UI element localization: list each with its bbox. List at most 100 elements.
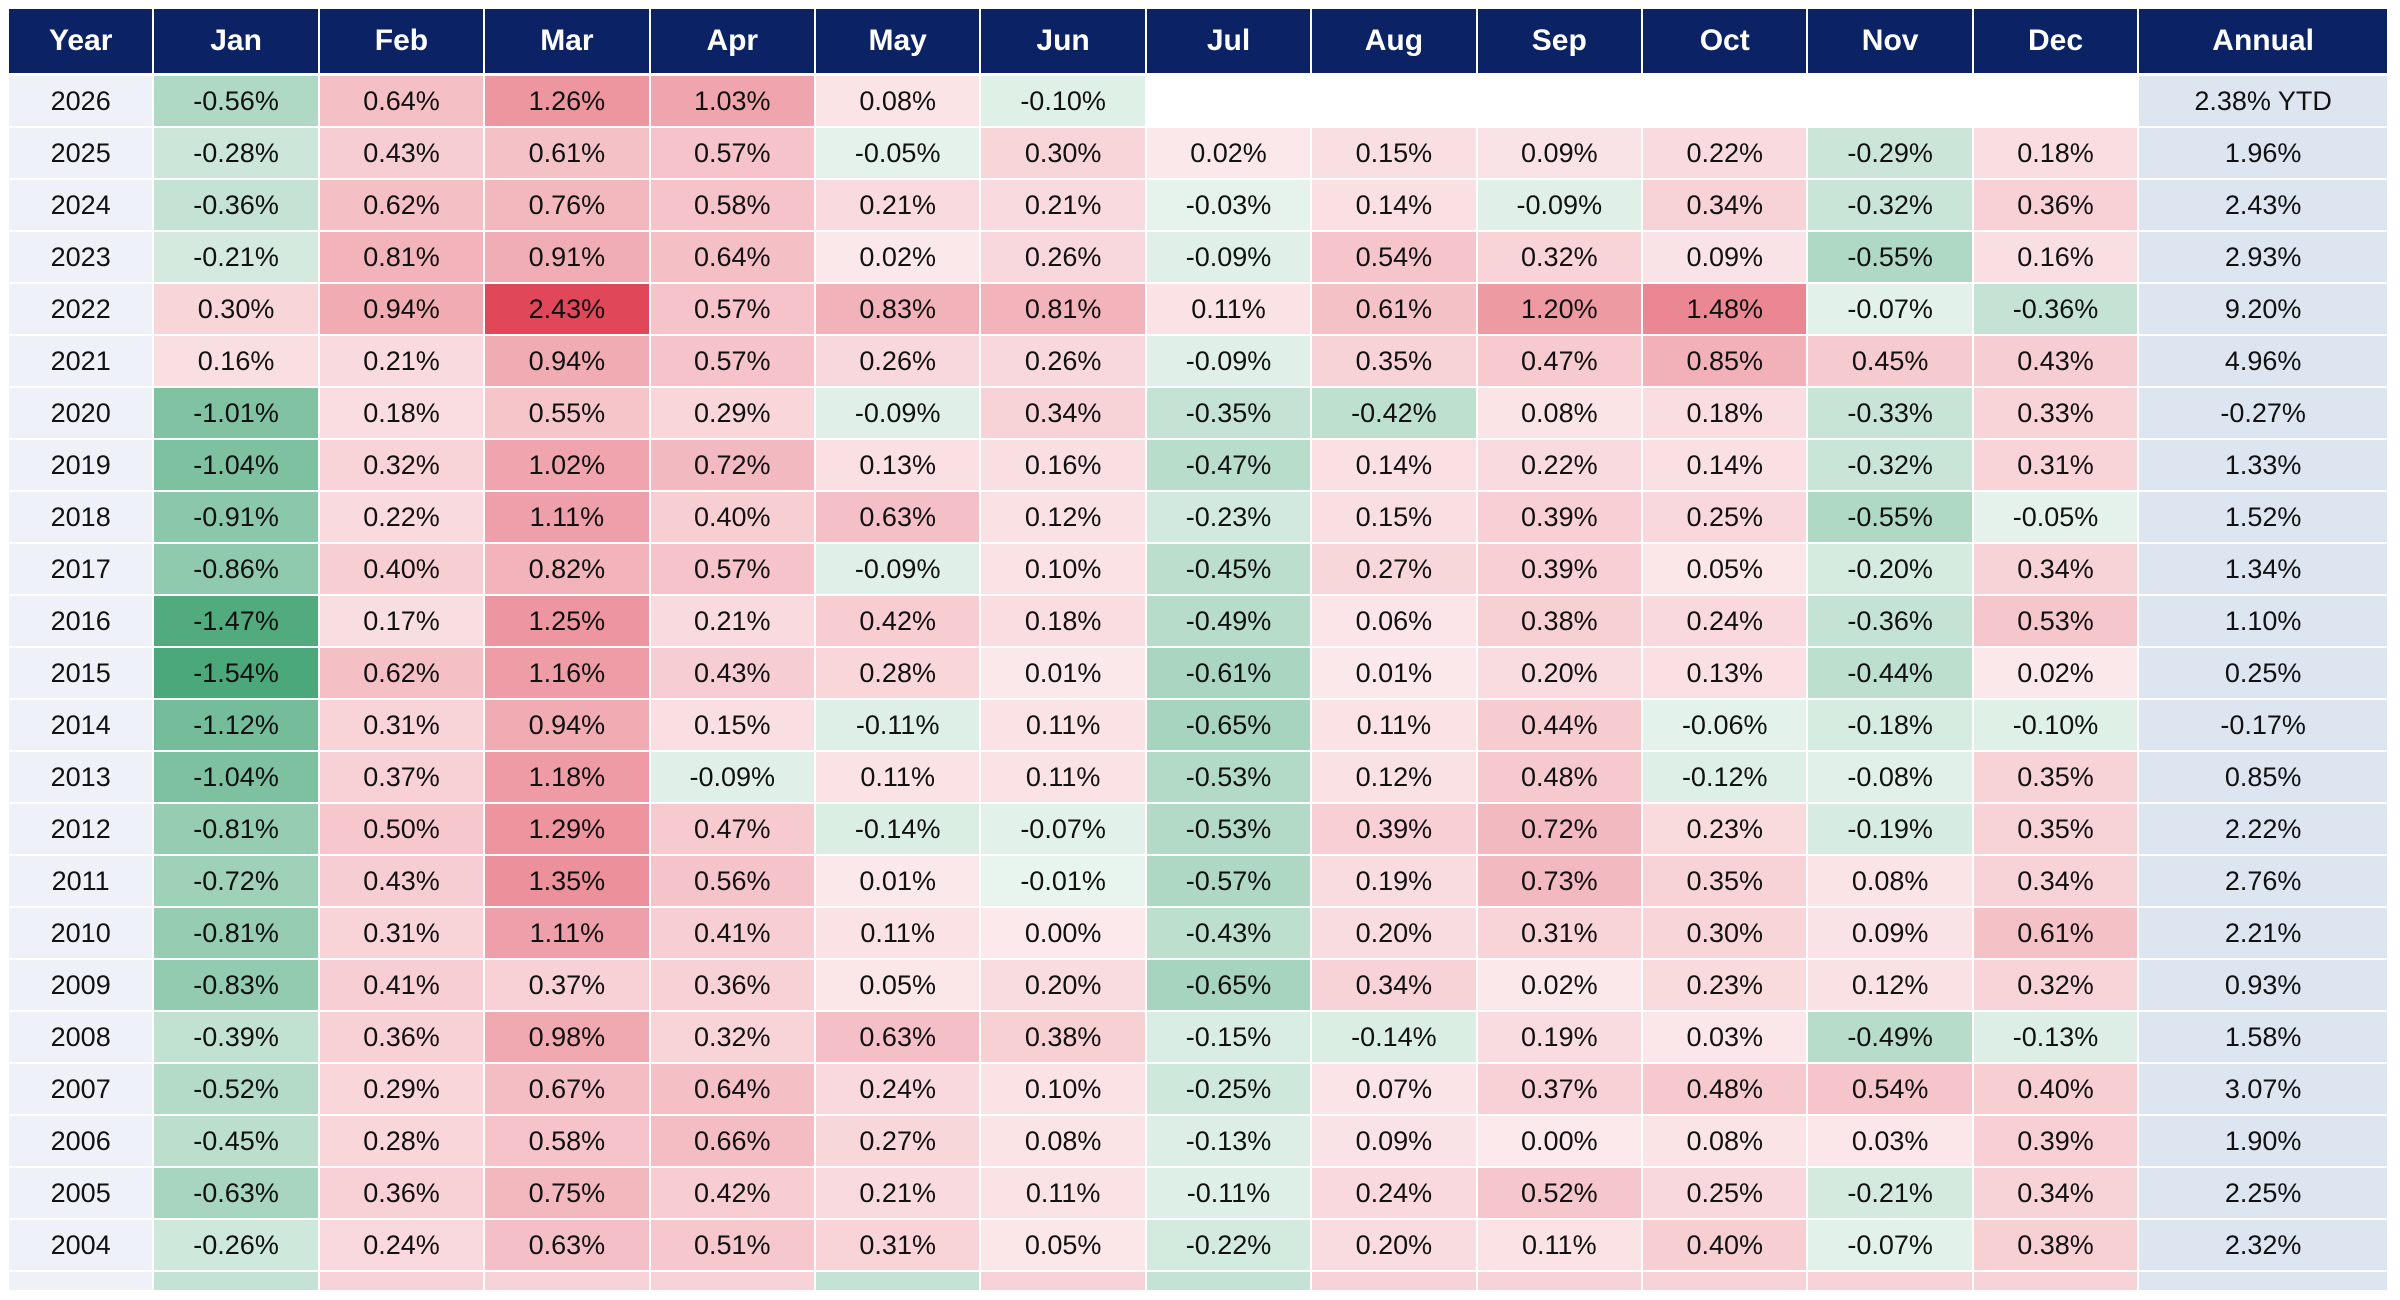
year-cell: 2008 <box>9 1012 153 1064</box>
return-cell-oct: 0.35% <box>1643 856 1807 908</box>
return-cell-nov: 0.09% <box>1808 908 1972 960</box>
return-cell-feb: 0.21% <box>319 336 484 388</box>
return-cell-jun: 0.30% <box>981 128 1145 180</box>
year-cell: 2014 <box>9 700 153 752</box>
table-row: 2012 -0.81% 0.50% 1.29% 0.47% -0.14% -0.07% -0.… <box>9 804 2387 856</box>
return-cell-jan: -0.91% <box>154 492 318 544</box>
return-cell-oct: 0.25% <box>1643 492 1807 544</box>
return-cell-aug: 0.14% <box>1312 440 1476 492</box>
return-cell-dec: 0.40% <box>1973 1064 2138 1116</box>
return-cell-jul: -0.43% <box>1146 908 1311 960</box>
return-cell-sep: 0.44% <box>1477 700 1642 752</box>
return-cell-feb: 0.41% <box>319 960 484 1012</box>
return-cell-aug: 0.14% <box>1312 180 1476 232</box>
return-cell-oct: 0.13% <box>1643 648 1807 700</box>
return-cell-mar: 1.11% <box>485 908 649 960</box>
return-cell-jul: -0.49% <box>1146 596 1311 648</box>
return-cell-jan: -0.45% <box>154 1116 318 1168</box>
return-cell-nov: -0.44% <box>1808 648 1972 700</box>
year-cell: 2006 <box>9 1116 153 1168</box>
return-cell-dec: 0.38% <box>1973 1220 2138 1272</box>
empty-cell <box>1973 76 2138 128</box>
return-cell-partial <box>1146 1272 1311 1291</box>
table-row: 2013 -1.04% 0.37% 1.18% -0.09% 0.11% 0.11% -0.5… <box>9 752 2387 804</box>
return-cell-jan: 0.16% <box>154 336 318 388</box>
table-row: 2010 -0.81% 0.31% 1.11% 0.41% 0.11% 0.00% -0.43… <box>9 908 2387 960</box>
year-cell: 2017 <box>9 544 153 596</box>
return-cell-partial <box>485 1272 649 1291</box>
return-cell-jul: -0.09% <box>1146 336 1311 388</box>
return-cell-apr: 0.36% <box>650 960 814 1012</box>
year-cell: 2004 <box>9 1220 153 1272</box>
return-cell-nov: -0.29% <box>1808 128 1972 180</box>
year-cell: 2024 <box>9 180 153 232</box>
col-header-dec: Dec <box>1973 9 2138 76</box>
return-cell-mar: 1.16% <box>485 648 649 700</box>
return-cell-dec: 0.18% <box>1973 128 2138 180</box>
return-cell-apr: 0.64% <box>650 1064 814 1116</box>
year-cell: 2011 <box>9 856 153 908</box>
col-header-jan: Jan <box>154 9 318 76</box>
col-header-year: Year <box>9 9 153 76</box>
return-cell-nov: -0.33% <box>1808 388 1972 440</box>
return-cell-jan: -1.04% <box>154 440 318 492</box>
table-row-partial <box>9 1272 2387 1291</box>
return-cell-feb: 0.18% <box>319 388 484 440</box>
return-cell-mar: 0.75% <box>485 1168 649 1220</box>
return-cell-jan: -0.81% <box>154 804 318 856</box>
return-cell-oct: 0.85% <box>1643 336 1807 388</box>
return-cell-oct: 0.40% <box>1643 1220 1807 1272</box>
return-cell-jan: -1.12% <box>154 700 318 752</box>
return-cell-jan: -0.83% <box>154 960 318 1012</box>
return-cell-mar: 1.18% <box>485 752 649 804</box>
col-header-oct: Oct <box>1643 9 1807 76</box>
empty-cell <box>1808 76 1972 128</box>
return-cell-may: 0.27% <box>815 1116 980 1168</box>
return-cell-partial <box>1477 1272 1642 1291</box>
annual-cell: 1.34% <box>2139 544 2387 596</box>
return-cell-may: 0.24% <box>815 1064 980 1116</box>
return-cell-may: -0.11% <box>815 700 980 752</box>
return-cell-aug: -0.42% <box>1312 388 1476 440</box>
return-cell-oct: 0.30% <box>1643 908 1807 960</box>
return-cell-dec: 0.02% <box>1973 648 2138 700</box>
return-cell-may: 0.28% <box>815 648 980 700</box>
return-cell-may: 0.05% <box>815 960 980 1012</box>
return-cell-feb: 0.43% <box>319 856 484 908</box>
return-cell-partial <box>1808 1272 1972 1291</box>
return-cell-jun: 0.38% <box>981 1012 1145 1064</box>
table-row: 2022 0.30% 0.94% 2.43% 0.57% 0.83% 0.81% 0.11% 0… <box>9 284 2387 336</box>
return-cell-may: 0.08% <box>815 76 980 128</box>
return-cell-feb: 0.17% <box>319 596 484 648</box>
table-row: 2024 -0.36% 0.62% 0.76% 0.58% 0.21% 0.21% -0.03… <box>9 180 2387 232</box>
return-cell-aug: 0.35% <box>1312 336 1476 388</box>
return-cell-dec: 0.36% <box>1973 180 2138 232</box>
return-cell-jul: -0.53% <box>1146 752 1311 804</box>
return-cell-jun: 0.05% <box>981 1220 1145 1272</box>
return-cell-jan: -0.52% <box>154 1064 318 1116</box>
annual-cell: 0.25% <box>2139 648 2387 700</box>
return-cell-oct: 0.34% <box>1643 180 1807 232</box>
return-cell-feb: 0.64% <box>319 76 484 128</box>
return-cell-jul: -0.15% <box>1146 1012 1311 1064</box>
return-cell-feb: 0.22% <box>319 492 484 544</box>
return-cell-jan: -0.39% <box>154 1012 318 1064</box>
return-cell-apr: 0.51% <box>650 1220 814 1272</box>
annual-cell: 2.32% <box>2139 1220 2387 1272</box>
col-header-apr: Apr <box>650 9 814 76</box>
table-row: 2023 -0.21% 0.81% 0.91% 0.64% 0.02% 0.26% -0.09… <box>9 232 2387 284</box>
return-cell-sep: 0.08% <box>1477 388 1642 440</box>
return-cell-aug: 0.12% <box>1312 752 1476 804</box>
header-row: Year Jan Feb Mar Apr May Jun Jul Aug Sep Oct Nov Dec… <box>9 9 2387 76</box>
return-cell-may: 0.11% <box>815 908 980 960</box>
return-cell-jun: 0.10% <box>981 544 1145 596</box>
return-cell-may: -0.09% <box>815 388 980 440</box>
return-cell-mar: 1.25% <box>485 596 649 648</box>
return-cell-jun: 0.21% <box>981 180 1145 232</box>
return-cell-mar: 1.26% <box>485 76 649 128</box>
return-cell-mar: 2.43% <box>485 284 649 336</box>
annual-cell: 0.85% <box>2139 752 2387 804</box>
return-cell-aug: 0.19% <box>1312 856 1476 908</box>
return-cell-dec: 0.35% <box>1973 804 2138 856</box>
return-cell-dec: 0.34% <box>1973 1168 2138 1220</box>
